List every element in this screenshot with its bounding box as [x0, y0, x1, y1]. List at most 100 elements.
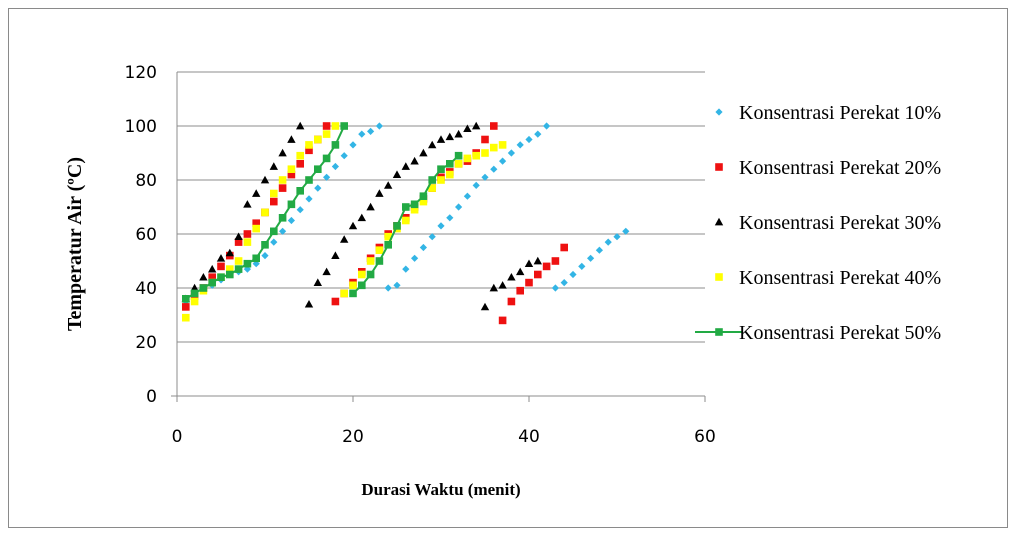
axes: 0 20 40 60 80 100 120 0 20 40 60 — [125, 63, 716, 447]
legend-entry-5: Konsentrasi Perekat 50% — [695, 322, 941, 344]
data-point — [622, 227, 630, 235]
data-point — [287, 135, 296, 143]
data-point — [252, 224, 260, 233]
data-point — [533, 256, 542, 265]
data-series — [181, 121, 630, 325]
legend-entry-4: Konsentrasi Perekat 40% — [715, 267, 941, 289]
data-point — [481, 135, 489, 144]
data-point — [489, 283, 498, 292]
data-point — [402, 216, 410, 225]
data-point — [208, 278, 216, 287]
legend: Konsentrasi Perekat 10% Konsentrasi Perek… — [695, 102, 941, 344]
legend-marker — [715, 108, 723, 116]
data-point — [287, 216, 295, 225]
data-point — [551, 257, 560, 265]
data-point — [243, 200, 252, 208]
data-point — [182, 303, 190, 311]
data-point — [375, 257, 384, 265]
y-axis-title: Temperatur Air (ºC) — [64, 157, 86, 331]
data-point — [481, 173, 489, 181]
data-point — [454, 129, 463, 138]
data-point — [384, 284, 392, 292]
x-tick-label: 40 — [518, 427, 540, 447]
data-point — [437, 165, 445, 173]
data-point — [349, 289, 357, 298]
legend-label: Konsentrasi Perekat 40% — [739, 267, 941, 289]
data-point — [243, 259, 252, 268]
data-point — [393, 281, 401, 289]
y-tick-label: 0 — [146, 387, 157, 407]
data-point — [314, 165, 322, 173]
data-point — [498, 281, 507, 289]
data-point — [234, 257, 243, 265]
series-5 — [182, 122, 463, 303]
data-point — [410, 205, 419, 214]
data-point — [472, 181, 480, 189]
data-point — [366, 257, 375, 265]
data-point — [419, 148, 428, 157]
data-point — [261, 208, 269, 217]
legend-entry-3: Konsentrasi Perekat 30% — [714, 212, 941, 234]
data-point — [296, 187, 304, 195]
legend-label: Konsentrasi Perekat 20% — [739, 157, 941, 179]
data-point — [270, 197, 278, 206]
legend-entry-1: Konsentrasi Perekat 10% — [715, 102, 941, 124]
data-point — [304, 300, 314, 308]
data-point — [314, 184, 322, 192]
data-point — [322, 130, 331, 138]
data-point — [260, 175, 270, 184]
data-point — [305, 195, 313, 203]
data-point — [578, 262, 586, 270]
data-point — [322, 122, 331, 130]
data-point — [428, 140, 437, 149]
data-point — [278, 184, 287, 192]
data-point — [208, 264, 217, 273]
data-point — [331, 122, 340, 130]
data-point — [278, 176, 287, 184]
data-point — [331, 141, 340, 149]
series-1 — [182, 122, 630, 306]
data-point — [340, 152, 348, 160]
data-point — [217, 273, 225, 281]
data-point — [402, 265, 410, 273]
data-point — [278, 148, 287, 157]
data-point — [190, 289, 199, 298]
data-point — [296, 160, 304, 168]
data-point — [278, 214, 287, 222]
data-point — [419, 243, 427, 252]
data-point — [182, 313, 190, 322]
data-point — [411, 254, 419, 262]
data-point — [340, 289, 348, 298]
x-tick-label: 20 — [342, 427, 364, 447]
data-point — [604, 238, 612, 246]
data-point — [569, 270, 577, 279]
data-point — [367, 127, 375, 135]
data-point — [490, 122, 498, 130]
data-point — [199, 284, 208, 292]
data-point — [436, 135, 446, 143]
data-point — [384, 181, 393, 189]
y-tick-label: 100 — [125, 117, 157, 137]
data-point — [190, 297, 199, 306]
x-tick-label: 60 — [694, 427, 716, 447]
data-point — [357, 213, 366, 222]
data-point — [199, 273, 208, 281]
data-point — [366, 202, 375, 211]
x-tick-label: 0 — [172, 427, 183, 447]
data-point — [349, 281, 357, 290]
y-tick-label: 80 — [135, 171, 157, 191]
data-point — [270, 189, 278, 198]
data-point — [331, 297, 340, 306]
data-point — [542, 262, 551, 271]
legend-marker — [715, 163, 723, 171]
data-point — [507, 273, 516, 281]
x-axis-title: Durasi Waktu (menit) — [361, 480, 520, 499]
data-point — [340, 122, 348, 130]
series-3 — [181, 121, 542, 311]
legend-marker — [714, 217, 724, 226]
data-point — [296, 121, 305, 130]
data-point — [243, 265, 251, 273]
data-point — [524, 259, 534, 268]
data-point — [243, 230, 252, 238]
data-point — [269, 162, 278, 170]
